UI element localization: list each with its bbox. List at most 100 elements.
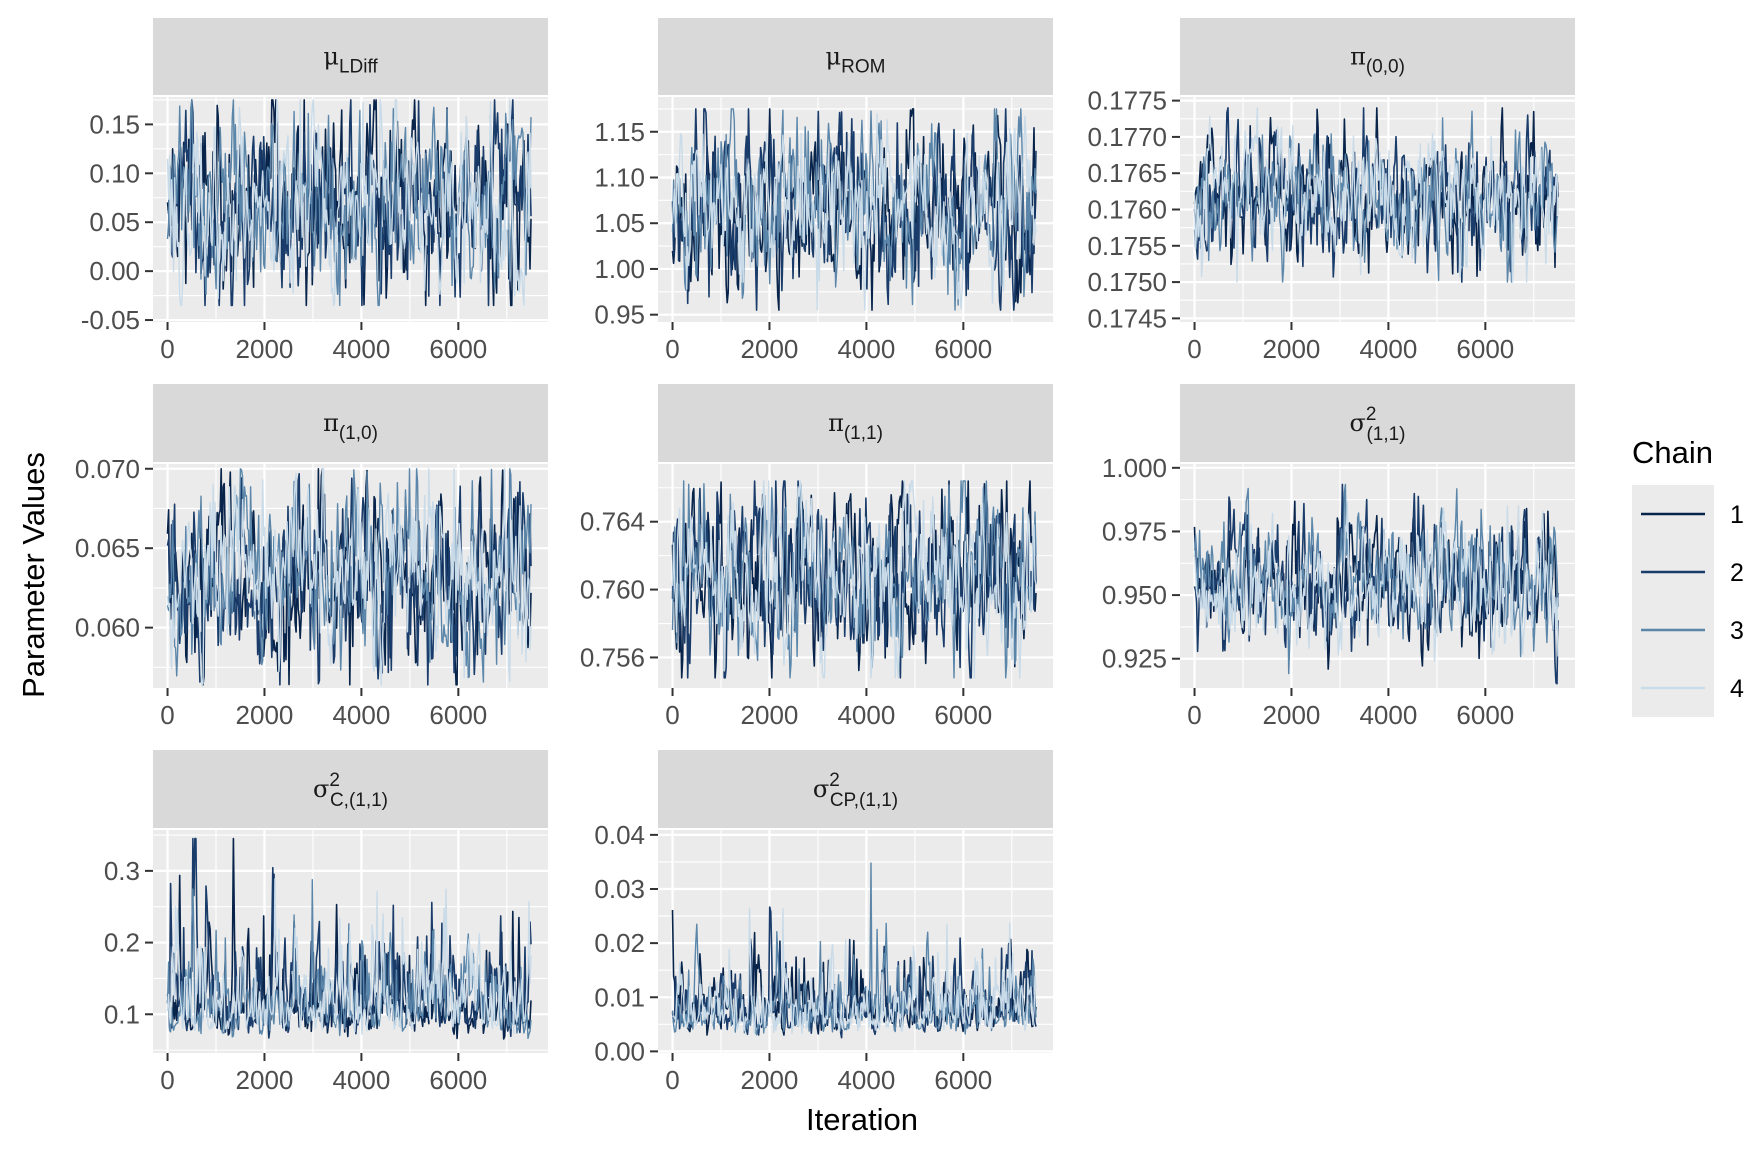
- strip-label-sub: (1,0): [339, 423, 378, 444]
- y-tick-label: 0.95: [594, 300, 645, 330]
- y-tick-label: 0.1745: [1087, 303, 1167, 333]
- strip-label-sub: C,(1,1): [330, 790, 388, 811]
- x-tick-label: 4000: [332, 334, 390, 364]
- x-tick-label: 2000: [741, 1065, 799, 1095]
- panel-strip-label: π(1,1): [828, 409, 883, 444]
- y-tick-label: 0.3: [104, 856, 140, 886]
- chain-legend: Chain 1 2 3 4: [1632, 435, 1744, 717]
- strip-label-main: σ: [1349, 409, 1365, 437]
- y-tick-label: 0.1760: [1087, 195, 1167, 225]
- y-tick-label: 1.00: [594, 254, 645, 284]
- strip-label-main: σ: [813, 775, 829, 803]
- y-tick-label: 0.1755: [1087, 231, 1167, 261]
- legend-title: Chain: [1632, 435, 1713, 470]
- trace-chain-4: [166, 468, 532, 686]
- y-tick-label: 0.925: [1102, 644, 1167, 674]
- x-tick-label: 6000: [934, 1065, 992, 1095]
- x-tick-label: 4000: [837, 700, 895, 730]
- strip-label-sub: (1,1): [844, 423, 883, 444]
- panel-mu_rom: μROM 0.95 1.00 1.05 1.10 1.15 0 2000 4000 6000: [594, 18, 1053, 364]
- facet-panels: μLDiff-0.050.000.050.100.150 2000 4000 6000…: [75, 18, 1575, 1095]
- strip-label-sub: CP,(1,1): [830, 790, 898, 811]
- panel-strip-label: σ2 (1,1): [1349, 404, 1405, 445]
- x-tick-label: 2000: [1263, 700, 1321, 730]
- y-tick-label: -0.05: [81, 305, 140, 335]
- panel-sigma2_cp11: σ2 CP,(1,1) 0.00 0.01 0.02 0.03 0.04 0 2000 4000 6…: [594, 750, 1053, 1095]
- x-tick-label: 4000: [332, 1065, 390, 1095]
- trace-chain-4: [166, 878, 532, 1035]
- y-tick-label: 1.15: [594, 117, 645, 147]
- x-tick-label: 6000: [429, 334, 487, 364]
- panel-strip: [153, 18, 548, 95]
- panel-strip: [658, 18, 1053, 95]
- panel-sigma2_c11: σ2 C,(1,1) 0.1 0.2 0.3 0 2000 4000 6000: [104, 750, 548, 1095]
- legend-label-chain-2: 2: [1730, 559, 1744, 587]
- x-tick-label: 0: [160, 334, 174, 364]
- y-tick-label: 0.1765: [1087, 158, 1167, 188]
- y-tick-label: 0.15: [89, 109, 140, 139]
- y-axis-title: Parameter Values: [16, 452, 51, 698]
- x-tick-label: 0: [665, 700, 679, 730]
- legend-label-chain-3: 3: [1730, 617, 1744, 645]
- y-tick-label: 0.1750: [1087, 267, 1167, 297]
- x-tick-label: 0: [160, 1065, 174, 1095]
- y-tick-label: 0.760: [580, 575, 645, 605]
- y-tick-label: 0.02: [594, 928, 645, 958]
- x-tick-label: 6000: [429, 1065, 487, 1095]
- y-tick-label: 1.000: [1102, 453, 1167, 483]
- strip-label-sup: 2: [329, 770, 340, 791]
- y-tick-label: 0.756: [580, 642, 645, 672]
- y-tick-label: 0.1770: [1087, 122, 1167, 152]
- x-tick-label: 4000: [1359, 700, 1417, 730]
- y-tick-label: 0.05: [89, 207, 140, 237]
- x-tick-label: 2000: [236, 1065, 294, 1095]
- y-tick-label: 0.065: [75, 533, 140, 563]
- strip-label-main: μ: [826, 43, 842, 71]
- x-tick-label: 2000: [236, 334, 294, 364]
- x-tick-label: 6000: [1456, 334, 1514, 364]
- strip-label-main: π: [323, 409, 339, 437]
- trace-chain-4: [672, 907, 1037, 1035]
- x-tick-label: 0: [1187, 334, 1201, 364]
- x-tick-label: 4000: [332, 700, 390, 730]
- panel-sigma2_11: σ2 (1,1) 0.925 0.950 0.975 1.000 0 2000 4000 6000: [1102, 384, 1575, 730]
- strip-label-sub: LDiff: [339, 57, 378, 78]
- strip-label-main: π: [828, 409, 844, 437]
- strip-label-main: π: [1350, 43, 1366, 71]
- panel-strip-label: σ2 CP,(1,1): [813, 770, 898, 811]
- strip-label-sub: (1,1): [1366, 424, 1405, 445]
- panel-strip-label: σ2 C,(1,1): [313, 770, 388, 811]
- y-tick-label: 0.1775: [1087, 86, 1167, 116]
- panel-mu_ldiff: μLDiff -0.05 0.00 0.05 0.10 0.15 0 2000 4000 6000: [81, 18, 548, 364]
- y-tick-label: 0.04: [594, 820, 645, 850]
- legend-label-chain-4: 4: [1730, 675, 1744, 703]
- y-tick-label: 0.00: [89, 256, 140, 286]
- panel-strip: [658, 750, 1053, 828]
- x-tick-label: 4000: [837, 1065, 895, 1095]
- x-tick-label: 6000: [934, 334, 992, 364]
- trace-chain-4: [166, 99, 532, 307]
- y-tick-label: 0.1: [104, 999, 140, 1029]
- panel-pi_11: π(1,1) 0.756 0.760 0.764 0 2000 4000 6000: [580, 384, 1053, 730]
- y-tick-label: 1.10: [594, 162, 645, 192]
- panel-strip: [153, 384, 548, 462]
- x-tick-label: 2000: [741, 700, 799, 730]
- y-tick-label: 0.00: [594, 1036, 645, 1066]
- x-tick-label: 0: [1187, 700, 1201, 730]
- y-tick-label: 1.05: [594, 208, 645, 238]
- y-tick-label: 0.764: [580, 507, 645, 537]
- panel-strip-label: π(0,0): [1350, 43, 1405, 78]
- panel-strip: [1180, 384, 1575, 462]
- trace-chain-4: [671, 113, 1037, 311]
- y-tick-label: 0.950: [1102, 580, 1167, 610]
- trace-chain-4: [1193, 500, 1559, 662]
- x-tick-label: 4000: [1359, 334, 1417, 364]
- y-tick-label: 0.060: [75, 613, 140, 643]
- x-tick-label: 0: [665, 1065, 679, 1095]
- y-tick-label: 0.03: [594, 874, 645, 904]
- x-tick-label: 6000: [429, 700, 487, 730]
- x-axis-title: Iteration: [806, 1102, 918, 1137]
- strip-label-main: μ: [323, 43, 339, 71]
- strip-label-main: σ: [313, 775, 329, 803]
